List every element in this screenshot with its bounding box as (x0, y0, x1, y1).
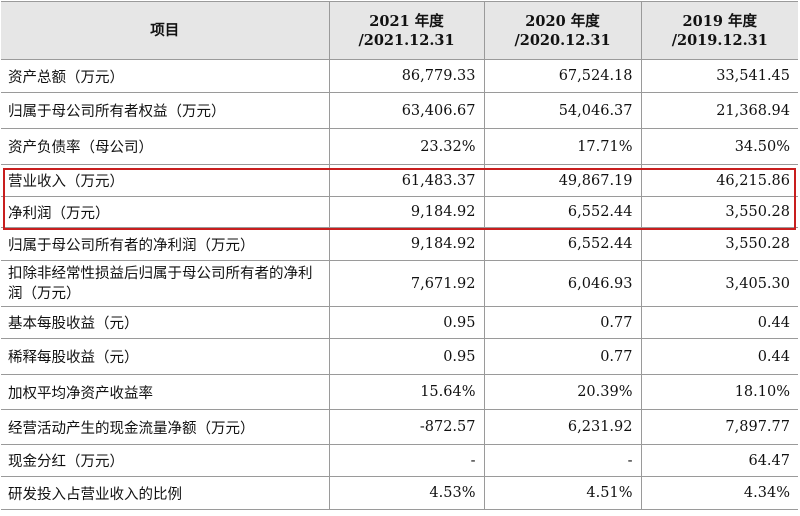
header-2021-date: /2021.12.31 (358, 31, 455, 49)
value-2019: 4.34% (640, 476, 798, 510)
table-row: 资产总额（万元） 86,779.33 67,524.18 33,541.45 (1, 59, 798, 93)
value-2019: 3,550.28 (640, 227, 798, 261)
row-label: 加权平均净资产收益率 (1, 374, 329, 410)
header-2020: 2020 年度 /2020.12.31 (483, 1, 641, 60)
value-2020: 0.77 (483, 306, 641, 339)
value-2020: 4.51% (483, 476, 641, 510)
table-row: 现金分红（万元） - - 64.47 (1, 444, 798, 477)
table-row: 经营活动产生的现金流量净额（万元） -872.57 6,231.92 7,897… (1, 409, 798, 445)
value-2019: 0.44 (640, 306, 798, 339)
value-2020: 6,231.92 (483, 409, 641, 445)
value-2020: 6,552.44 (483, 196, 641, 228)
row-label: 研发投入占营业收入的比例 (1, 476, 329, 510)
value-2020: 67,524.18 (483, 59, 641, 93)
table-row: 研发投入占营业收入的比例 4.53% 4.51% 4.34% (1, 476, 798, 510)
value-2021: 63,406.67 (328, 92, 484, 129)
row-label: 资产总额（万元） (1, 59, 329, 93)
value-2019: 21,368.94 (640, 92, 798, 129)
value-2021: 23.32% (328, 128, 484, 165)
table-row: 营业收入（万元） 61,483.37 49,867.19 46,215.86 (1, 164, 798, 197)
value-2019: 3,550.28 (640, 196, 798, 228)
value-2021: 0.95 (328, 338, 484, 375)
value-2020: 49,867.19 (483, 164, 641, 197)
value-2021: 7,671.92 (328, 260, 484, 307)
row-label: 营业收入（万元） (1, 164, 329, 197)
value-2019: 18.10% (640, 374, 798, 410)
table-row: 归属于母公司所有者权益（万元） 63,406.67 54,046.37 21,3… (1, 92, 798, 129)
table-header-row: 项目 2021 年度 /2021.12.31 2020 年度 /2020.12.… (1, 1, 798, 60)
row-label: 经营活动产生的现金流量净额（万元） (1, 409, 329, 445)
header-2019-date: /2019.12.31 (671, 31, 768, 49)
value-2019: 46,215.86 (640, 164, 798, 197)
row-label: 归属于母公司所有者的净利润（万元） (1, 227, 329, 261)
header-item: 项目 (1, 1, 329, 60)
value-2021: 61,483.37 (328, 164, 484, 197)
value-2019: 33,541.45 (640, 59, 798, 93)
header-2020-year: 2020 年度 (525, 12, 600, 30)
row-label: 基本每股收益（元） (1, 306, 329, 339)
value-2021: 4.53% (328, 476, 484, 510)
value-2021: -872.57 (328, 409, 484, 445)
table-row: 加权平均净资产收益率 15.64% 20.39% 18.10% (1, 374, 798, 410)
value-2020: 20.39% (483, 374, 641, 410)
table-row: 扣除非经常性损益后归属于母公司所有者的净利润（万元） 7,671.92 6,04… (1, 260, 798, 307)
header-2019-year: 2019 年度 (682, 12, 757, 30)
table-row: 净利润（万元） 9,184.92 6,552.44 3,550.28 (1, 196, 798, 228)
value-2020: 54,046.37 (483, 92, 641, 129)
value-2020: 6,046.93 (483, 260, 641, 307)
table-row: 归属于母公司所有者的净利润（万元） 9,184.92 6,552.44 3,55… (1, 227, 798, 261)
value-2021: 0.95 (328, 306, 484, 339)
value-2021: 15.64% (328, 374, 484, 410)
value-2021: 86,779.33 (328, 59, 484, 93)
value-2021: 9,184.92 (328, 227, 484, 261)
value-2020: - (483, 444, 641, 477)
value-2019: 7,897.77 (640, 409, 798, 445)
header-2019: 2019 年度 /2019.12.31 (640, 1, 798, 60)
value-2020: 0.77 (483, 338, 641, 375)
value-2020: 6,552.44 (483, 227, 641, 261)
row-label: 现金分红（万元） (1, 444, 329, 477)
row-label: 净利润（万元） (1, 196, 329, 228)
value-2019: 3,405.30 (640, 260, 798, 307)
value-2019: 34.50% (640, 128, 798, 165)
header-2021: 2021 年度 /2021.12.31 (328, 1, 484, 60)
value-2020: 17.71% (483, 128, 641, 165)
header-2021-year: 2021 年度 (369, 12, 444, 30)
row-label: 资产负债率（母公司） (1, 128, 329, 165)
value-2021: - (328, 444, 484, 477)
row-label: 扣除非经常性损益后归属于母公司所有者的净利润（万元） (1, 260, 329, 307)
table-row: 基本每股收益（元） 0.95 0.77 0.44 (1, 306, 798, 339)
header-2020-date: /2020.12.31 (514, 31, 611, 49)
value-2019: 0.44 (640, 338, 798, 375)
table-row: 稀释每股收益（元） 0.95 0.77 0.44 (1, 338, 798, 375)
table-row: 资产负债率（母公司） 23.32% 17.71% 34.50% (1, 128, 798, 165)
value-2019: 64.47 (640, 444, 798, 477)
row-label: 归属于母公司所有者权益（万元） (1, 92, 329, 129)
value-2021: 9,184.92 (328, 196, 484, 228)
row-label: 稀释每股收益（元） (1, 338, 329, 375)
